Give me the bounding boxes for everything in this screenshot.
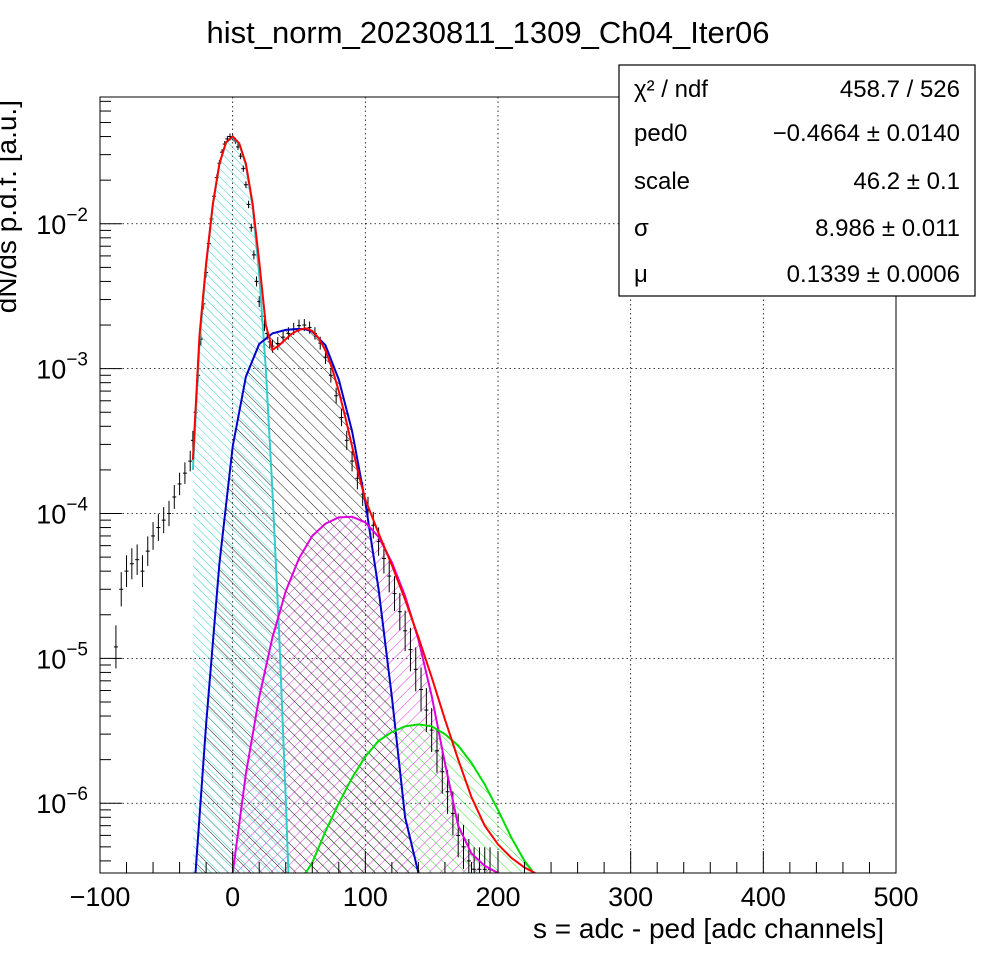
stat-value: −0.4664 ± 0.0140 (773, 120, 960, 147)
x-tick-label: 0 (225, 882, 240, 912)
stat-value: 0.1339 ± 0.0006 (787, 261, 960, 288)
y-tick-label: 10−2 (36, 205, 88, 240)
stat-name: scale (634, 168, 690, 195)
x-tick-label: −100 (70, 882, 131, 912)
x-tick-label: 400 (741, 882, 786, 912)
y-tick-label: 10−5 (36, 639, 88, 674)
x-tick-label: 300 (608, 882, 653, 912)
stat-value: 8.986 ± 0.011 (815, 215, 960, 242)
y-tick-label: 10−6 (36, 784, 88, 819)
pedestal-fill (192, 137, 289, 873)
x-tick-label: 500 (873, 882, 918, 912)
y-tick-labels: 10−2 10−3 10−4 10−5 10−6 (36, 205, 88, 819)
y-tick-label: 10−3 (36, 350, 88, 385)
chart-title: hist_norm_20230811_1309_Ch04_Iter06 (206, 15, 769, 50)
fit-stats-box: χ² / ndf 458.7 / 526 ped0 −0.4664 ± 0.0140 s… (618, 64, 976, 297)
stat-name: ped0 (634, 120, 687, 147)
stat-name: μ (634, 261, 648, 288)
axis-ticks (99, 100, 897, 873)
y-tick-label: 10−4 (36, 495, 88, 530)
three_pe-curve (304, 723, 535, 873)
x-axis-title: s = adc - ped [adc channels] (533, 913, 884, 944)
x-tick-label: 100 (343, 882, 388, 912)
stat-value: 46.2 ± 0.1 (853, 168, 960, 195)
fit-curves (191, 135, 536, 873)
two_pe-curve (231, 515, 499, 873)
y-axis-title: dN/ds p.d.f. [a.u.] (0, 100, 22, 313)
stat-name: χ² / ndf (634, 76, 708, 103)
component-fills (192, 137, 534, 873)
x-tick-labels: −100 0 100 200 300 400 500 (70, 882, 919, 912)
total_fit-curve (191, 135, 536, 873)
x-tick-label: 200 (475, 882, 520, 912)
stat-value: 458.7 / 526 (840, 76, 960, 103)
data-histogram (113, 133, 493, 873)
stat-name: σ (634, 215, 649, 242)
